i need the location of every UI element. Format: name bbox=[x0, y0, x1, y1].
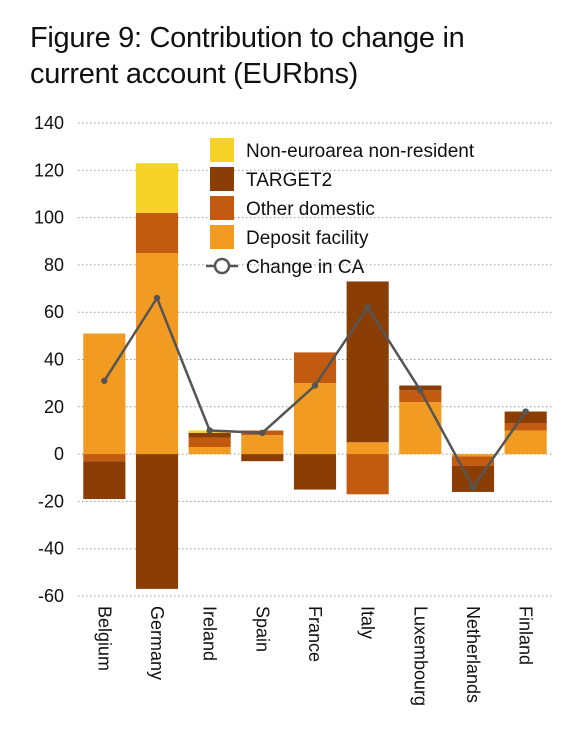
change-in-ca-point bbox=[101, 377, 108, 384]
bar-segment-target2 bbox=[241, 454, 284, 462]
bar-segment-other-domestic bbox=[135, 212, 179, 254]
bar-segment-target2 bbox=[293, 454, 337, 490]
y-tick-label: 80 bbox=[44, 255, 64, 275]
y-tick-label: 40 bbox=[44, 350, 64, 370]
y-tick-label: 100 bbox=[34, 208, 64, 228]
y-axis-labels: 140 120 100 80 60 40 20 0 -20 -40 -60 bbox=[34, 113, 64, 606]
x-category-label: Germany bbox=[147, 606, 167, 680]
change-in-ca-point bbox=[153, 294, 161, 302]
y-tick-label: -60 bbox=[38, 586, 64, 606]
bar-segment-target2 bbox=[504, 411, 547, 424]
bar-segment-other-domestic bbox=[451, 456, 495, 466]
change-in-ca-point bbox=[364, 304, 371, 311]
legend-swatch-deposit-facility bbox=[210, 225, 234, 249]
x-axis-labels: Belgium Germany Ireland Spain France Italy Lux… bbox=[94, 606, 535, 706]
x-category-label: Spain bbox=[252, 606, 272, 652]
legend-label: Change in CA bbox=[246, 257, 365, 278]
bar-segment-target2 bbox=[188, 432, 231, 438]
y-tick-label: 20 bbox=[44, 397, 64, 417]
y-tick-label: -40 bbox=[38, 539, 64, 559]
y-tick-label: -20 bbox=[38, 491, 64, 511]
bar-segment-other-domestic bbox=[399, 390, 442, 403]
bar-segment-deposit-facility bbox=[83, 333, 126, 455]
y-tick-label: 140 bbox=[34, 113, 64, 133]
change-in-ca-point bbox=[417, 387, 424, 394]
change-in-ca-point bbox=[311, 382, 319, 389]
legend: Non-euroarea non-resident TARGET2 Other do… bbox=[206, 138, 475, 278]
bar-segment-deposit-facility bbox=[241, 435, 284, 455]
x-category-label: Finland bbox=[516, 606, 536, 665]
change-in-ca-point bbox=[206, 427, 213, 434]
x-category-label: Netherlands bbox=[463, 606, 483, 703]
legend-swatch-non-euroarea bbox=[210, 138, 234, 162]
legend-label: Non-euroarea non-resident bbox=[246, 141, 475, 162]
y-tick-label: 0 bbox=[54, 444, 64, 464]
bar-segment-deposit-facility bbox=[293, 383, 337, 455]
y-tick-label: 120 bbox=[34, 160, 64, 180]
bar-segment-deposit-facility bbox=[346, 442, 389, 455]
bar-segment-deposit-facility bbox=[399, 402, 442, 455]
bars bbox=[83, 163, 547, 589]
x-category-label: Luxembourg bbox=[410, 606, 430, 706]
bar-segment-deposit-facility bbox=[504, 430, 547, 455]
x-category-label: Italy bbox=[358, 606, 378, 639]
y-tick-label: 60 bbox=[44, 302, 64, 322]
legend-swatch-other-domestic bbox=[210, 196, 234, 220]
change-in-ca-line bbox=[101, 294, 529, 491]
change-in-ca-point bbox=[522, 408, 529, 415]
bar-segment-deposit-facility bbox=[451, 454, 495, 457]
bar-segment-other-domestic bbox=[293, 352, 337, 384]
bar-segment-other-domestic bbox=[188, 437, 231, 448]
bar-segment-target2 bbox=[83, 461, 126, 500]
legend-label: Other domestic bbox=[246, 199, 375, 220]
x-category-label: France bbox=[305, 606, 325, 662]
bar-segment-target2 bbox=[135, 454, 179, 589]
legend-label: TARGET2 bbox=[246, 170, 332, 191]
change-in-ca-point bbox=[259, 429, 266, 437]
x-category-label: Belgium bbox=[94, 606, 114, 671]
change-in-ca-point bbox=[469, 484, 477, 491]
bar-segment-deposit-facility bbox=[188, 447, 231, 455]
chart-title: Figure 9: Contribution to change in curr… bbox=[30, 22, 465, 90]
bar-segment-other-domestic bbox=[83, 454, 126, 462]
bar-segment-deposit-facility bbox=[135, 253, 179, 455]
x-category-label: Ireland bbox=[200, 606, 220, 661]
legend-label: Deposit facility bbox=[246, 228, 369, 249]
bar-segment-other-domestic bbox=[346, 454, 389, 495]
bar-segment-non-euroarea bbox=[135, 163, 179, 213]
bar-segment-other-domestic bbox=[504, 423, 547, 431]
legend-swatch-target2 bbox=[210, 167, 234, 191]
legend-marker bbox=[213, 257, 231, 275]
